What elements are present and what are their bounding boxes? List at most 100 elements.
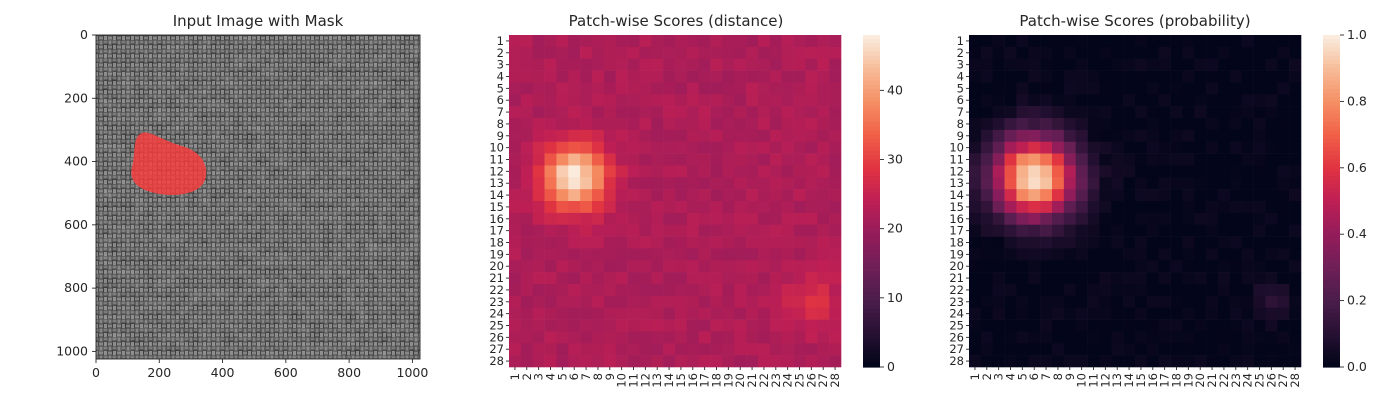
heatmap-cell xyxy=(1170,307,1183,320)
heatmap-cell xyxy=(698,212,711,226)
heatmap-cell xyxy=(675,106,688,119)
heatmap-cell xyxy=(520,118,534,131)
heatmap-cell xyxy=(686,141,700,154)
heatmap-cell xyxy=(1182,129,1195,143)
heatmap-cell xyxy=(627,153,640,166)
colorbar-tick-label: 0.4 xyxy=(1347,226,1367,241)
row-tick-label: 8 xyxy=(497,117,504,131)
heatmap-cell xyxy=(1063,118,1077,131)
heatmap-cell xyxy=(1063,307,1077,320)
heatmap-cell xyxy=(663,82,676,95)
heatmap-cell xyxy=(1194,165,1207,178)
heatmap-cell xyxy=(1087,58,1100,71)
heatmap-cell xyxy=(663,35,676,48)
heatmap-cell xyxy=(627,201,640,214)
heatmap-cell xyxy=(1099,331,1112,344)
heatmap-cell xyxy=(580,319,593,332)
heatmap-cell xyxy=(746,177,759,190)
heatmap-cell xyxy=(1218,307,1231,320)
heatmap-cell xyxy=(520,343,534,356)
colorbar-segment xyxy=(863,167,880,173)
heatmap-cell xyxy=(1146,82,1160,95)
col-tick-label: 3 xyxy=(532,373,546,380)
heatmap-cell xyxy=(686,177,700,190)
colorbar-segment xyxy=(1323,213,1340,219)
heatmap-cell xyxy=(544,118,557,131)
heatmap-cell xyxy=(1063,46,1077,60)
heatmap-cell xyxy=(969,260,982,273)
heatmap-cell xyxy=(1075,106,1088,119)
heatmap-cell xyxy=(1075,224,1088,237)
colorbar-segment xyxy=(863,39,880,44)
heatmap-cell xyxy=(805,106,818,119)
heatmap-cell xyxy=(663,248,676,261)
heatmap-cell xyxy=(758,189,771,202)
heatmap-cell xyxy=(1052,355,1065,368)
heatmap-cell xyxy=(1182,224,1195,237)
heatmap-cell xyxy=(520,58,534,71)
heatmap-cell xyxy=(651,165,664,178)
heatmap-cell xyxy=(817,343,830,356)
heatmap-cell xyxy=(980,307,994,320)
heatmap-cell xyxy=(1182,295,1195,309)
heatmap-cell xyxy=(969,58,982,71)
heatmap-cell xyxy=(758,82,771,95)
heatmap-cell xyxy=(1040,224,1053,237)
heatmap-cell xyxy=(817,236,830,249)
heatmap-cell xyxy=(1289,46,1302,60)
heatmap-cell xyxy=(734,248,747,261)
heatmap-cell xyxy=(980,319,994,332)
heatmap-cell xyxy=(734,82,747,95)
heatmap-cell xyxy=(509,165,522,178)
row-tick-label: 9 xyxy=(957,129,964,143)
heatmap-cell xyxy=(1146,177,1160,190)
heatmap-cell xyxy=(592,284,605,297)
heatmap-cell xyxy=(639,165,652,178)
heatmap-cell xyxy=(758,141,771,154)
heatmap-cell xyxy=(1241,118,1254,131)
heatmap-cell xyxy=(781,129,794,143)
heatmap-cell xyxy=(1123,355,1136,368)
heatmap-cell xyxy=(1123,272,1136,285)
colorbar-segment xyxy=(863,337,880,343)
heatmap-cell xyxy=(1265,165,1278,178)
heatmap-cell xyxy=(829,46,842,60)
heatmap-cell xyxy=(829,248,842,261)
heatmap-cell xyxy=(1004,94,1017,107)
heatmap-cell xyxy=(980,94,994,107)
heatmap-cell xyxy=(1277,260,1290,273)
heatmap-cell xyxy=(1004,331,1017,344)
heatmap-cell xyxy=(769,35,783,48)
heatmap-cell xyxy=(615,189,628,202)
heatmap-cell xyxy=(1218,141,1231,154)
heatmap-cell xyxy=(675,295,688,309)
heatmap-cell xyxy=(686,106,700,119)
heatmap-cell xyxy=(1206,141,1219,154)
heatmap-cell xyxy=(817,319,830,332)
col-tick-label: 14 xyxy=(1122,373,1136,388)
heatmap-cell xyxy=(520,46,534,60)
heatmap-cell xyxy=(781,141,794,154)
heatmap-cell xyxy=(980,165,994,178)
heatmap-cell xyxy=(980,295,994,309)
heatmap-cell xyxy=(1277,129,1290,143)
heatmap-cell xyxy=(758,129,771,143)
heatmap-cell xyxy=(1111,70,1124,83)
heatmap-cell xyxy=(520,295,534,309)
col-tick-label: 2 xyxy=(520,373,534,380)
heatmap-cell xyxy=(580,307,593,320)
row-tick-label: 14 xyxy=(489,188,504,202)
heatmap-cell xyxy=(781,284,794,297)
heatmap-cell xyxy=(1135,94,1148,107)
heatmap-cell xyxy=(663,343,676,356)
colorbar-segment xyxy=(1323,118,1340,123)
heatmap-cell xyxy=(1277,331,1290,344)
heatmap-cell xyxy=(992,260,1005,273)
heatmap-cell xyxy=(568,319,581,332)
heatmap-cell xyxy=(1099,201,1112,214)
heatmap-cell xyxy=(1123,224,1136,237)
heatmap-cell xyxy=(1265,46,1278,60)
heatmap-cell xyxy=(781,46,794,60)
row-tick-label: 4 xyxy=(497,70,504,84)
